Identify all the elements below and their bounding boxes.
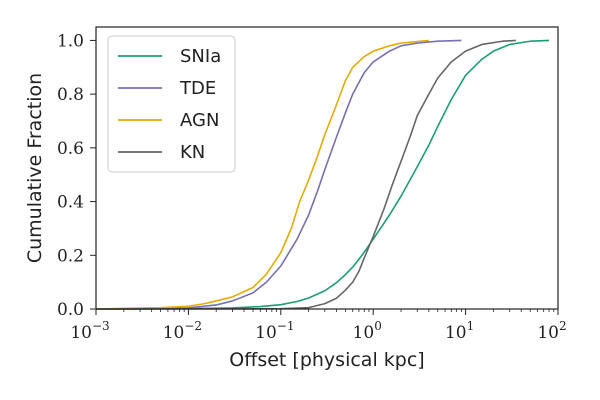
x-axis-ticks: 10−3 10−2 10−1 100 101 102 [70, 309, 567, 343]
x-tick-label: 101 [445, 319, 474, 343]
legend-label-agn: AGN [180, 110, 219, 131]
x-axis-label: Offset [physical kpc] [229, 349, 424, 371]
x-tick-label: 10−3 [70, 319, 109, 343]
series-line-tde [95, 39, 462, 310]
series-line-kn [95, 39, 516, 310]
x-tick-label: 102 [537, 319, 566, 343]
series-layer [95, 39, 550, 310]
y-tick-label: 0.0 [57, 300, 84, 320]
x-tick-label: 10−2 [163, 319, 202, 343]
y-tick-label: 0.6 [57, 139, 84, 159]
series-line-agn [95, 39, 429, 310]
legend-label-tde: TDE [179, 78, 216, 99]
x-tick-label: 10−1 [255, 319, 294, 343]
legend: SNIa TDE AGN KN [107, 35, 236, 173]
legend-label-snia: SNIa [180, 46, 221, 67]
legend-box [107, 35, 236, 173]
legend-label-kn: KN [180, 142, 205, 163]
y-tick-label: 0.8 [57, 85, 84, 105]
x-tick-label: 100 [353, 319, 382, 343]
y-tick-label: 0.4 [57, 193, 84, 213]
y-axis-ticks: 0.0 0.2 0.4 0.6 0.8 1.0 [57, 31, 96, 320]
y-tick-label: 1.0 [57, 31, 84, 51]
y-tick-label: 0.2 [57, 246, 84, 266]
plot-frame [95, 26, 559, 310]
y-axis-label: Cumulative Fraction [24, 73, 46, 263]
